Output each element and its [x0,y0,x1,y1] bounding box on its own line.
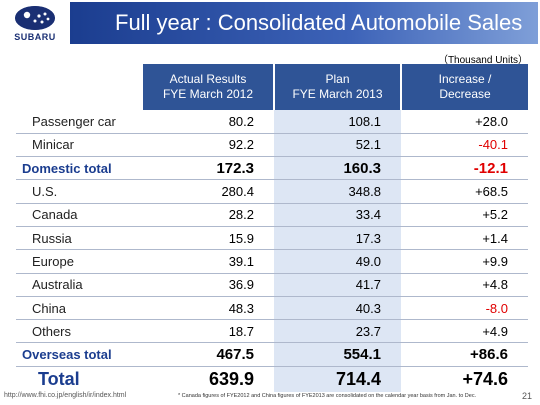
logo-text: SUBARU [14,32,56,42]
actual-value: 48.3 [142,296,274,321]
row-label: Overseas total [16,342,142,367]
actual-value: 39.1 [142,249,274,274]
actual-value: 172.3 [142,156,274,181]
table-header-row: Actual Results FYE March 2012 Plan FYE M… [16,64,528,110]
increase-value: -12.1 [401,156,528,181]
plan-value: 52.1 [274,133,401,158]
table-row: Others 18.7 23.7 +4.9 [16,319,528,344]
plan-value: 714.4 [274,366,401,393]
plan-value: 23.7 [274,319,401,344]
row-label: Russia [16,226,142,251]
increase-value: -8.0 [401,296,528,321]
table-row: Australia 36.9 41.7 +4.8 [16,273,528,297]
row-label: China [16,296,142,321]
table-row: China 48.3 40.3 -8.0 [16,296,528,321]
row-label: Domestic total [16,156,142,181]
actual-value: 639.9 [142,366,274,393]
row-label: Passenger car [16,110,142,134]
header-plan-line2: FYE March 2013 [292,87,383,101]
increase-value: -40.1 [401,133,528,158]
table-row: Russia 15.9 17.3 +1.4 [16,226,528,251]
footnote: * Canada figures of FYE2012 and China fi… [178,393,477,399]
plan-value: 160.3 [274,156,401,181]
table-row: Passenger car 80.2 108.1 +28.0 [16,110,528,134]
actual-value: 18.7 [142,319,274,344]
increase-value: +4.8 [401,273,528,297]
sales-table: Actual Results FYE March 2012 Plan FYE M… [16,64,528,393]
increase-value: +9.9 [401,249,528,274]
actual-value: 28.2 [142,203,274,227]
increase-value: +5.2 [401,203,528,227]
row-label: U.S. [16,179,142,204]
table-row: Domestic total 172.3 160.3 -12.1 [16,156,528,181]
actual-value: 36.9 [142,273,274,297]
header: SUBARU Full year : Consolidated Automobi… [0,0,540,48]
plan-value: 49.0 [274,249,401,274]
table-row: Minicar 92.2 52.1 -40.1 [16,133,528,158]
plan-value: 41.7 [274,273,401,297]
header-plan-line1: Plan [325,72,350,86]
plan-value: 40.3 [274,296,401,321]
actual-value: 15.9 [142,226,274,251]
increase-value: +74.6 [401,366,528,393]
increase-value: +28.0 [401,110,528,134]
table-row: U.S. 280.4 348.8 +68.5 [16,179,528,204]
table-row: Europe 39.1 49.0 +9.9 [16,249,528,274]
increase-value: +68.5 [401,179,528,204]
subaru-logo: SUBARU [6,4,64,44]
plan-value: 348.8 [274,179,401,204]
actual-value: 80.2 [142,110,274,134]
table-row: Overseas total 467.5 554.1 +86.6 [16,342,528,367]
actual-value: 92.2 [142,133,274,158]
header-blank-cell [16,64,142,110]
row-label: Australia [16,273,142,297]
row-label: Others [16,319,142,344]
table-row: Canada 28.2 33.4 +5.2 [16,203,528,227]
header-actual-line2: FYE March 2012 [162,87,254,101]
row-label: Europe [16,249,142,274]
header-increase-line2: Decrease [439,87,491,101]
header-actual-line1: Actual Results [169,72,247,86]
header-increase-line1: Increase / [438,72,492,86]
header-increase: Increase / Decrease [400,64,528,110]
page-title: Full year : Consolidated Automobile Sale… [115,10,523,35]
increase-value: +86.6 [401,342,528,367]
row-label: Total [16,366,142,393]
plan-value: 17.3 [274,226,401,251]
page-number: 21 [521,391,532,401]
footer-url-link[interactable]: http://www.fhi.co.jp/english/ir/index.ht… [4,392,127,399]
units-label: （Thousand Units） [437,55,528,66]
row-label: Minicar [16,133,142,158]
plan-value: 108.1 [274,110,401,134]
pleiades-stars-icon [15,6,55,30]
plan-value: 554.1 [274,342,401,367]
actual-value: 467.5 [142,342,274,367]
header-plan: Plan FYE March 2013 [273,64,401,110]
row-label: Canada [16,203,142,227]
title-bar: Full year : Consolidated Automobile Sale… [70,2,538,44]
increase-value: +1.4 [401,226,528,251]
increase-value: +4.9 [401,319,528,344]
plan-value: 33.4 [274,203,401,227]
table-row-total: Total 639.9 714.4 +74.6 [16,366,528,393]
actual-value: 280.4 [142,179,274,204]
header-actual: Actual Results FYE March 2012 [141,64,274,110]
